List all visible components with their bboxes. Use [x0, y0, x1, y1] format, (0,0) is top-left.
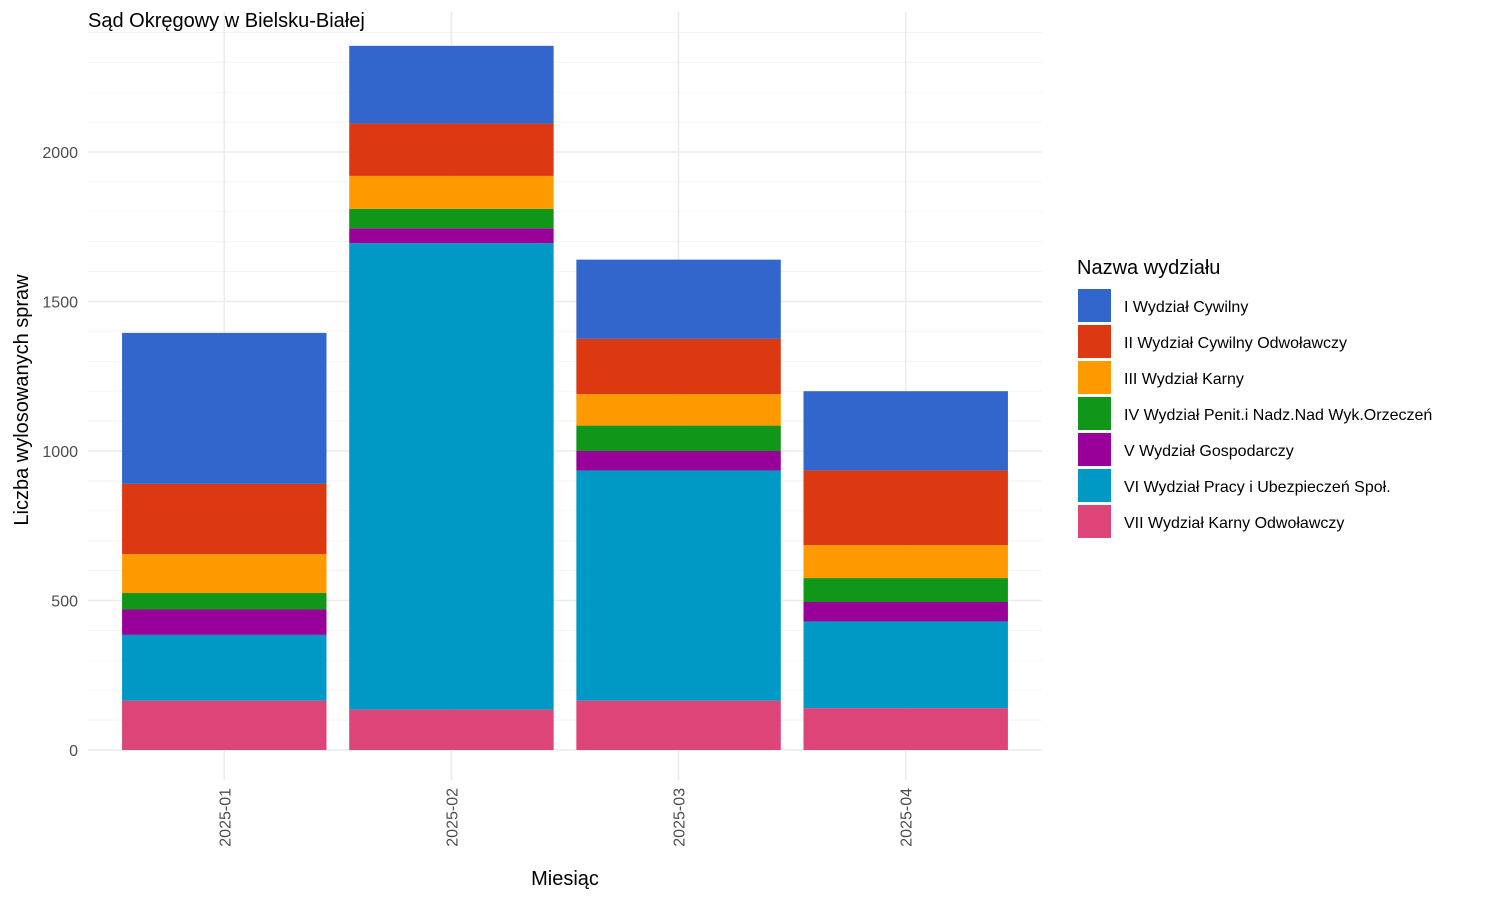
bar-segment [349, 123, 554, 176]
legend-swatch [1078, 505, 1111, 538]
y-tick-label: 0 [69, 743, 78, 760]
y-tick-label: 1500 [42, 295, 78, 312]
legend-label: II Wydział Cywilny Odwoławczy [1124, 335, 1347, 352]
legend-label: IV Wydział Penit.i Nadz.Nad Wyk.Orzeczeń [1124, 407, 1432, 424]
y-tick-label: 1000 [42, 444, 78, 461]
bar-segment [349, 208, 554, 229]
x-tick-label: 2025-01 [217, 788, 234, 847]
bar-segment [122, 593, 327, 610]
legend-swatch [1078, 433, 1111, 466]
legend-title: Nazwa wydziału [1077, 257, 1220, 279]
bar-segment [349, 175, 554, 209]
legend-label: I Wydział Cywilny [1124, 299, 1248, 316]
chart-title: Sąd Okręgowy w Bielsku-Białej [88, 10, 365, 32]
bar-segment [576, 700, 781, 750]
bar-segment [349, 709, 554, 750]
bar-segment [122, 483, 327, 555]
legend-label: VII Wydział Karny Odwoławczy [1124, 515, 1344, 532]
bar-segment [803, 621, 1008, 709]
legend-label: VI Wydział Pracy i Ubezpieczeń Społ. [1124, 479, 1391, 496]
bar-segment [576, 259, 781, 339]
y-tick-label: 2000 [42, 145, 78, 162]
y-axis-title: Liczba wylosowanych spraw [11, 274, 33, 526]
bar-segment [576, 451, 781, 471]
x-tick-label: 2025-02 [444, 788, 461, 847]
legend-items: I Wydział Cywilny II Wydział Cywilny Odwo… [1078, 289, 1432, 538]
y-tick-label: 500 [51, 594, 78, 611]
y-axis-ticks: 0 500 1000 1500 2000 [42, 145, 78, 760]
bar-segment [122, 554, 327, 594]
bar-segment [803, 470, 1008, 546]
legend-swatch [1078, 325, 1111, 358]
bar-segment [349, 243, 554, 710]
bar-segment [122, 609, 327, 635]
legend-swatch [1078, 289, 1111, 322]
bars [122, 45, 1008, 750]
legend-swatch [1078, 361, 1111, 394]
x-axis-ticks: 2025-01 2025-02 2025-03 2025-04 [217, 788, 915, 847]
bar-segment [576, 425, 781, 451]
bar-segment [349, 45, 554, 124]
bar-segment [576, 394, 781, 426]
bar-segment [576, 470, 781, 701]
bar-segment [576, 338, 781, 395]
legend-swatch [1078, 469, 1111, 502]
bar-segment [349, 228, 554, 244]
legend-swatch [1078, 397, 1111, 430]
bar-segment [803, 708, 1008, 750]
legend-label: V Wydział Gospodarczy [1124, 443, 1294, 460]
bar-segment [803, 391, 1008, 471]
x-axis-title: Miesiąc [531, 868, 599, 890]
bar-segment [803, 601, 1008, 622]
bar-segment [122, 332, 327, 484]
bar-segment [122, 700, 327, 750]
x-tick-label: 2025-03 [672, 788, 689, 847]
legend-label: III Wydział Karny [1124, 371, 1244, 388]
bar-segment [803, 578, 1008, 602]
x-tick-label: 2025-04 [899, 788, 916, 847]
bar-segment [803, 545, 1008, 579]
legend: Nazwa wydziału I Wydział Cywilny II Wydzi… [1077, 257, 1432, 538]
bar-segment [122, 634, 327, 701]
